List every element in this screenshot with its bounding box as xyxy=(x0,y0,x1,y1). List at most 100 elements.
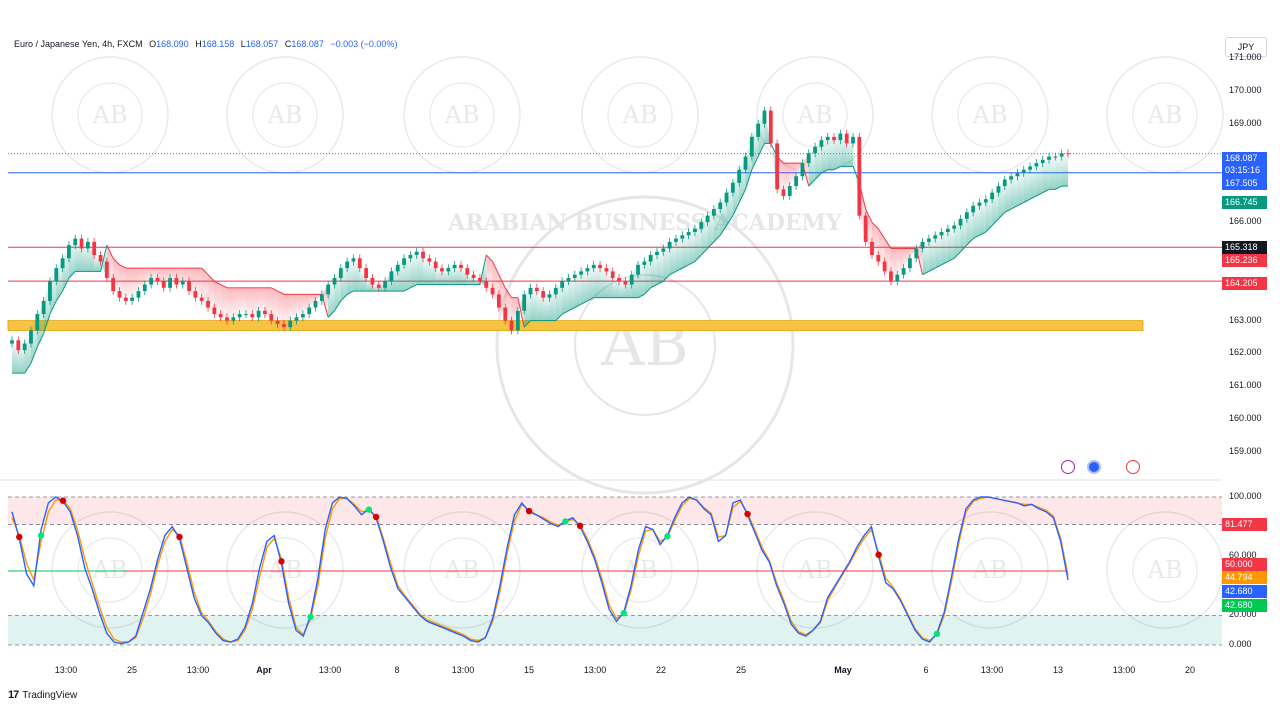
candle xyxy=(655,251,659,255)
trail-stop-line xyxy=(340,294,348,302)
trail-stop-line xyxy=(719,225,727,236)
currency-button[interactable]: JPY xyxy=(1225,37,1267,57)
osc-tag: 42.680 xyxy=(1222,599,1267,612)
osc-tag: 81.477 xyxy=(1222,518,1267,531)
candle xyxy=(756,123,761,137)
time-tick: 13:00 xyxy=(980,665,1004,675)
trail-cloud-segment xyxy=(682,232,689,269)
watermark: AB xyxy=(931,56,1049,174)
candle xyxy=(604,268,609,272)
open-label: O xyxy=(149,39,157,49)
candle xyxy=(351,258,356,262)
candle xyxy=(225,317,229,321)
trail-stop-line xyxy=(485,254,493,262)
candle xyxy=(610,271,615,278)
cross-marker xyxy=(525,507,533,515)
osc-tick: 60.000 xyxy=(1229,550,1257,561)
candle xyxy=(939,232,944,236)
trail-cloud-segment xyxy=(688,228,695,265)
candle xyxy=(566,277,571,282)
trail-stop-line xyxy=(119,264,127,269)
trail-stop-line xyxy=(877,228,886,239)
price-tag: 165.236 xyxy=(1222,254,1267,267)
change-value: −0.003 (−0.00%) xyxy=(330,39,398,49)
candle xyxy=(693,228,697,233)
candle xyxy=(484,281,489,288)
price-tick: 161.000 xyxy=(1229,380,1262,391)
trail-stop-line xyxy=(112,257,120,266)
trail-stop-line xyxy=(669,270,677,276)
trail-stop-line xyxy=(201,267,209,276)
candle xyxy=(364,268,369,278)
watermark-letters: AB xyxy=(92,556,128,584)
watermark-shield xyxy=(1132,537,1198,603)
trail-cloud-segment xyxy=(1023,166,1031,203)
candle xyxy=(737,169,742,183)
time-tick: 20 xyxy=(1184,665,1196,675)
candle xyxy=(1034,163,1039,167)
candle xyxy=(775,143,780,190)
trail-stop-line xyxy=(36,333,45,348)
trail-stop-line xyxy=(732,202,740,216)
globe-icon[interactable] xyxy=(1087,460,1101,474)
trail-stop-line xyxy=(504,287,512,298)
trail-stop-line xyxy=(498,274,506,289)
price-pane[interactable] xyxy=(7,106,1222,374)
candle xyxy=(490,287,495,295)
stoch-k-line xyxy=(11,496,1069,645)
candle xyxy=(579,271,583,275)
candle xyxy=(440,268,444,272)
trail-stop-line xyxy=(707,241,715,249)
candle xyxy=(300,314,305,318)
candle xyxy=(901,268,906,275)
candle xyxy=(762,110,767,124)
cross-marker xyxy=(365,506,373,513)
candle xyxy=(515,310,520,331)
trail-cloud-segment xyxy=(675,235,683,272)
watermark-shield xyxy=(782,537,848,603)
trail-stop-line xyxy=(561,310,569,315)
candle xyxy=(212,307,217,315)
time-tick: 25 xyxy=(735,665,747,675)
trail-cloud-segment xyxy=(226,287,234,321)
cross-marker xyxy=(37,532,45,539)
tradingview-brand[interactable]: TradingView xyxy=(22,689,78,701)
trail-stop-line xyxy=(960,244,968,253)
watermark-shield xyxy=(77,537,143,603)
candle xyxy=(851,136,855,144)
candle xyxy=(22,343,27,351)
trail-stop-line xyxy=(738,189,746,203)
trail-cloud-segment xyxy=(132,268,139,298)
trail-cloud-segment xyxy=(81,241,88,272)
candle xyxy=(35,314,40,331)
target-icon[interactable] xyxy=(1126,460,1140,474)
candle xyxy=(509,320,514,331)
candle xyxy=(294,317,299,321)
trail-stop-line xyxy=(277,290,285,295)
trail-stop-line xyxy=(953,251,961,259)
trail-stop-line xyxy=(928,267,936,272)
candle xyxy=(187,281,191,292)
trail-stop-line xyxy=(998,211,1006,220)
candle xyxy=(832,136,836,141)
trail-stop-line xyxy=(220,284,228,289)
trail-stop-line xyxy=(934,264,942,269)
trail-stop-line xyxy=(334,300,342,312)
oversold-zone xyxy=(8,615,1222,645)
trail-stop-line xyxy=(966,238,974,246)
trail-stop-line xyxy=(1042,188,1050,194)
candle xyxy=(174,277,179,285)
candle xyxy=(180,281,185,285)
candle xyxy=(29,330,33,344)
candle xyxy=(256,310,261,318)
trail-stop-line xyxy=(100,245,108,272)
trail-stop-line xyxy=(49,300,57,315)
candle xyxy=(636,264,640,275)
candle xyxy=(585,268,590,272)
cross-marker xyxy=(664,533,671,540)
candle xyxy=(730,182,735,193)
trail-stop-line xyxy=(403,287,411,292)
oscillator-pane[interactable] xyxy=(8,496,1222,646)
lightning-icon[interactable] xyxy=(1061,460,1075,474)
